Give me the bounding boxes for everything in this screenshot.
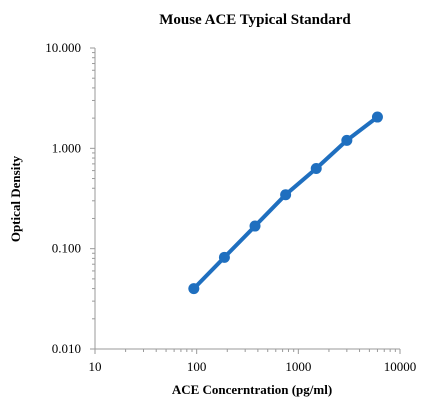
axes bbox=[94, 48, 400, 350]
data-point bbox=[249, 220, 261, 232]
y-tick-label: 1.000 bbox=[52, 140, 81, 155]
y-tick-label: 10.000 bbox=[45, 40, 81, 55]
data-point bbox=[280, 189, 292, 201]
data-point bbox=[188, 283, 200, 295]
x-tick-label: 10 bbox=[89, 359, 102, 374]
x-tick-label: 10000 bbox=[384, 359, 417, 374]
series-layer bbox=[188, 111, 383, 295]
x-tick-label: 1000 bbox=[285, 359, 311, 374]
x-tick-label: 100 bbox=[187, 359, 207, 374]
chart-title: Mouse ACE Typical Standard bbox=[159, 12, 351, 28]
data-point bbox=[341, 134, 353, 146]
y-tick-label: 0.100 bbox=[52, 241, 81, 256]
tick-labels: 10 100 1000 10000 0.010 0.100 1.000 10.000 bbox=[45, 40, 416, 374]
data-point bbox=[371, 111, 383, 123]
minor-ticks bbox=[90, 47, 401, 354]
x-axis-label: ACE Concerntration (pg/ml) bbox=[172, 382, 332, 397]
data-point bbox=[310, 162, 322, 174]
data-point bbox=[218, 251, 230, 263]
y-tick-label: 0.010 bbox=[52, 341, 81, 356]
y-axis-label: Optical Density bbox=[8, 155, 23, 242]
